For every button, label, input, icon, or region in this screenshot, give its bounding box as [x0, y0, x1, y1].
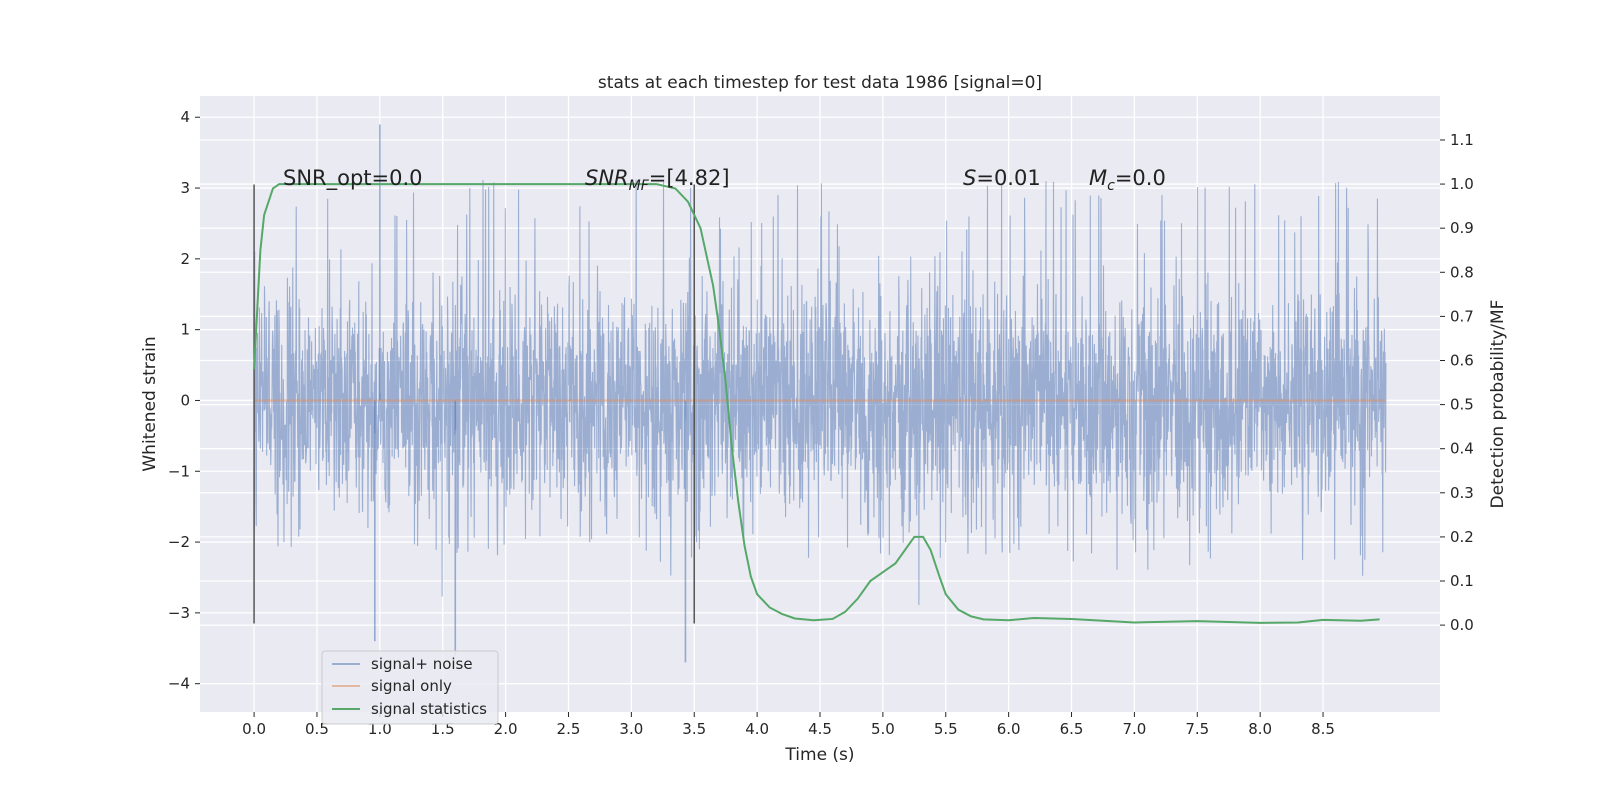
x-tick-label: 2.0: [494, 720, 518, 738]
annotation-snr-opt: SNR_opt=0.0: [283, 166, 423, 191]
x-tick-label: 3.5: [682, 720, 706, 738]
y-axis-label: Whitened strain: [140, 336, 160, 471]
x-tick-label: 0.5: [305, 720, 329, 738]
x-axis-label: Time (s): [784, 745, 854, 765]
y-tick-label: −3: [168, 604, 190, 622]
annotation-snr-mf: SNRMF=[4.82]: [585, 166, 730, 194]
x-tick-label: 5.5: [934, 720, 958, 738]
x-tick-label: 4.0: [745, 720, 769, 738]
x-tick-label: 2.5: [557, 720, 581, 738]
legend-label-signal-only: signal only: [371, 677, 452, 695]
chart-title: stats at each timestep for test data 198…: [598, 73, 1042, 93]
y2-tick-label: 1.0: [1450, 175, 1474, 193]
y2-tick-label: 0.9: [1450, 219, 1474, 237]
y2-tick-label: 0.5: [1450, 396, 1474, 414]
y-tick-label: −4: [168, 675, 190, 693]
legend-label-signal-statistics: signal statistics: [371, 700, 487, 718]
y2-tick-label: 0.8: [1450, 263, 1474, 281]
y2-tick-label: 0.0: [1450, 616, 1474, 634]
annotation-mc: Mc=0.0: [1089, 166, 1166, 194]
x-tick-label: 7.0: [1122, 720, 1146, 738]
x-tick-label: 6.5: [1060, 720, 1084, 738]
signal-statistics-series: [253, 183, 1380, 624]
y2-tick-label: 0.2: [1450, 528, 1474, 546]
signal-plus-noise-series: [253, 124, 1387, 663]
y-tick-label: 1: [180, 321, 190, 339]
x-tick-label: 3.0: [619, 720, 643, 738]
y2-axis-ticks: 0.0 0.1 0.2 0.3 0.4 0.5 0.6 0.7 0.8 0.9 1.0 1.1: [1440, 131, 1474, 634]
annotations: SNR_opt=0.0 SNRMF=[4.82] S=0.01 Mc=0.0: [283, 166, 1166, 194]
y2-tick-label: 0.4: [1450, 440, 1474, 458]
x-tick-label: 6.0: [997, 720, 1021, 738]
x-tick-label: 4.5: [808, 720, 832, 738]
legend: signal+ noise signal only signal statist…: [321, 650, 499, 725]
signal-statistics-line: [253, 183, 1380, 624]
x-tick-label: 5.0: [871, 720, 895, 738]
legend-box: [321, 650, 499, 725]
y-tick-label: 4: [180, 108, 190, 126]
y-tick-label: −1: [168, 462, 190, 480]
y-axis-ticks: −4 −3 −2 −1 0 1 2 3 4: [168, 108, 200, 693]
y2-tick-label: 0.1: [1450, 572, 1474, 590]
y-tick-label: −2: [168, 533, 190, 551]
legend-label-signal-noise: signal+ noise: [371, 655, 473, 673]
y-tick-label: 3: [180, 179, 190, 197]
noise-trace: [253, 179, 1387, 606]
y2-tick-label: 0.7: [1450, 307, 1474, 325]
y-tick-label: 0: [180, 391, 190, 409]
x-tick-label: 0.0: [242, 720, 266, 738]
y2-axis-label: Detection probability/MF: [1488, 300, 1508, 509]
y2-tick-label: 0.3: [1450, 484, 1474, 502]
x-tick-label: 8.5: [1311, 720, 1335, 738]
y2-tick-label: 1.1: [1450, 131, 1474, 149]
y-tick-label: 2: [180, 250, 190, 268]
x-tick-label: 8.0: [1248, 720, 1272, 738]
x-tick-label: 7.5: [1185, 720, 1209, 738]
annotation-s: S=0.01: [963, 166, 1041, 190]
vertical-marker-lines: [253, 184, 695, 624]
y2-tick-label: 0.6: [1450, 351, 1474, 369]
